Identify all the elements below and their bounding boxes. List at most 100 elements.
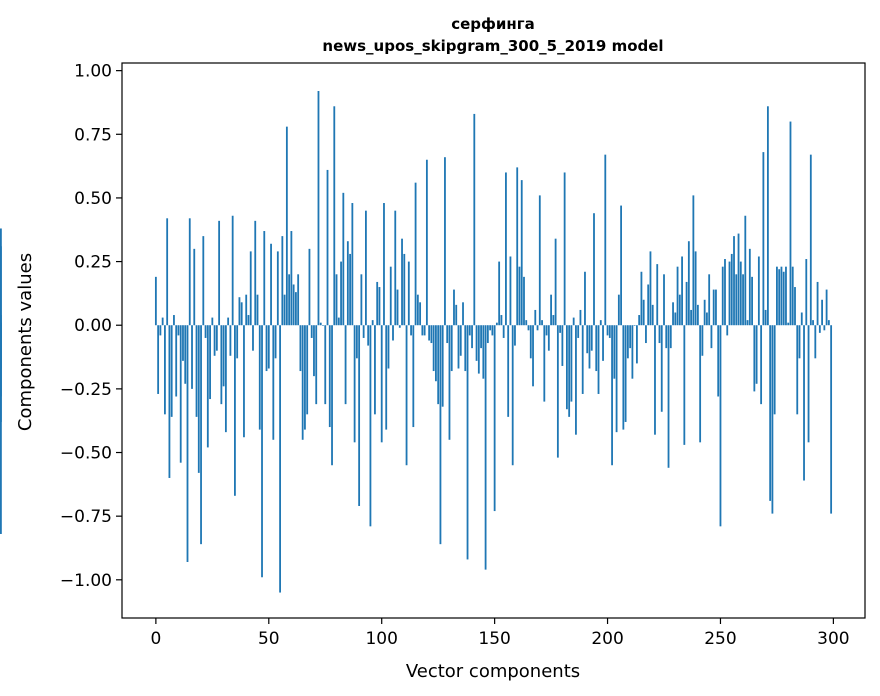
bar-112 [407, 261, 410, 326]
bar-111 [405, 325, 408, 466]
bar-291 [812, 320, 814, 326]
x-axis-label: Vector components [406, 661, 580, 682]
bar-22 [204, 325, 207, 338]
bar-40 [245, 294, 248, 326]
bar-17 [193, 248, 196, 326]
bar-166 [529, 325, 532, 359]
y-tick-label: 0.25 [74, 253, 112, 273]
bar-144 [480, 325, 482, 349]
bar-136 [462, 302, 464, 326]
bar-158 [511, 325, 514, 466]
bar-113 [410, 325, 412, 336]
x-tick-label: 300 [817, 629, 849, 649]
bar-1 [157, 325, 160, 394]
bar-69 [310, 325, 313, 338]
x-tick-label: 200 [591, 629, 623, 649]
bar-211 [631, 325, 634, 379]
bar-157 [509, 256, 512, 326]
bar-79 [333, 106, 336, 326]
bar-214 [638, 315, 641, 326]
bar-106 [394, 210, 397, 326]
bar-247 [712, 289, 715, 326]
bar-124 [435, 325, 437, 382]
bar-193 [590, 325, 593, 351]
bar-240 [696, 304, 699, 326]
bar-94 [367, 325, 370, 346]
bar-186 [575, 325, 577, 435]
bar-292 [814, 325, 817, 359]
bar-242 [701, 325, 704, 356]
bar-261 [744, 215, 747, 326]
bar-250 [719, 325, 722, 527]
bar-288 [805, 259, 808, 326]
chart-subtitle: news_upos_skipgram_300_5_2019 model [322, 37, 663, 55]
bar-52 [272, 325, 275, 440]
bar-13 [184, 325, 187, 384]
bar-192 [588, 325, 591, 369]
bar-11 [179, 325, 182, 463]
bar-14 [186, 325, 189, 562]
bar-227 [667, 325, 670, 468]
bar-101 [383, 203, 385, 326]
bar-131 [450, 325, 453, 372]
x-axis-ticks: 0 50 100 150 200 250 300 [150, 618, 850, 649]
bar-96 [371, 320, 374, 326]
bar-201 [608, 325, 611, 338]
bar-165 [527, 325, 530, 331]
bar-236 [687, 241, 690, 326]
bar-107 [396, 289, 399, 326]
bar-84 [344, 325, 347, 405]
bar-253 [726, 325, 729, 336]
bar-169 [536, 325, 539, 331]
bar-272 [769, 325, 772, 501]
bar-51 [270, 243, 272, 326]
bar-2 [159, 325, 162, 336]
bar-9 [175, 325, 178, 397]
bar-42 [249, 251, 252, 326]
bar-127 [441, 325, 444, 407]
bar-108 [398, 325, 401, 328]
bar-146 [484, 325, 487, 570]
bar-160 [516, 167, 519, 326]
bar-138 [466, 325, 469, 560]
bar-27 [215, 325, 218, 351]
bar-145 [482, 325, 485, 379]
bar-147 [486, 325, 489, 344]
bar-164 [525, 320, 528, 326]
bar-268 [760, 325, 763, 405]
bar-281 [789, 121, 792, 326]
bar-251 [721, 266, 724, 326]
y-axis-label: Components values [15, 253, 36, 431]
bar-37 [238, 297, 241, 326]
bar-77 [328, 325, 331, 428]
bar-197 [599, 320, 602, 326]
bar-289 [807, 325, 810, 443]
bar-177 [554, 238, 557, 326]
bar-6 [168, 325, 171, 478]
bar-132 [453, 289, 455, 326]
bar-184 [570, 325, 573, 402]
bar-62 [294, 292, 297, 326]
bar-82 [340, 261, 342, 326]
bar-series [0, 91, 833, 593]
bar-3 [161, 317, 164, 326]
bar-60 [290, 231, 293, 326]
x-tick-label: 250 [704, 629, 736, 649]
bar-275 [776, 266, 778, 326]
bar-155 [505, 172, 507, 326]
bar-67 [306, 325, 309, 415]
bar-297 [825, 289, 828, 326]
bar-57 [283, 294, 286, 326]
bar-208 [624, 325, 627, 422]
bar-153 [500, 315, 503, 326]
bar-73 [319, 322, 322, 326]
bar-228 [669, 325, 672, 349]
bar-259 [739, 261, 742, 326]
bar-38 [240, 302, 243, 326]
bar-8 [173, 315, 175, 326]
bar-260 [742, 274, 744, 326]
bar-243 [703, 299, 706, 326]
bar-129 [446, 325, 449, 344]
bar-39 [243, 325, 245, 438]
bar-279 [785, 266, 787, 326]
